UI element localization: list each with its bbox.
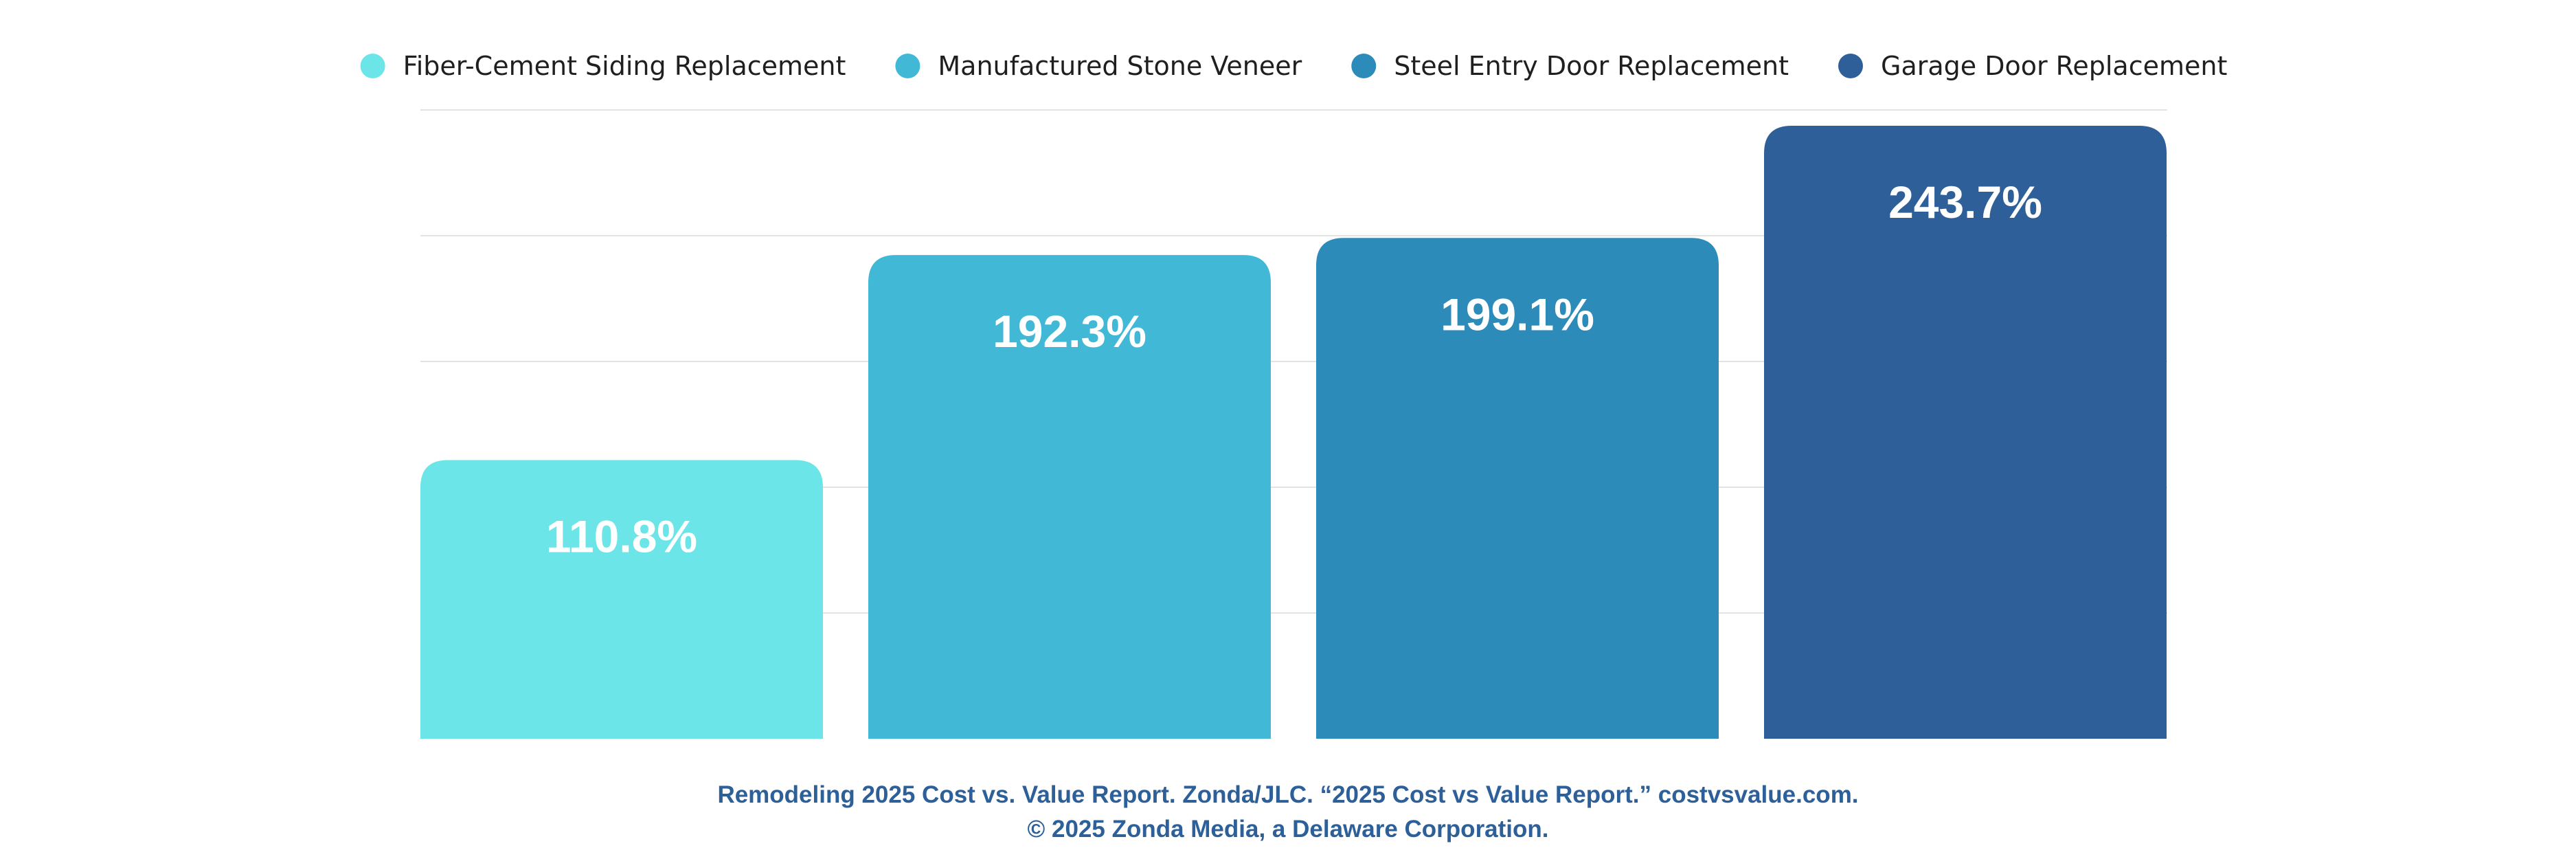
legend-swatch <box>1351 54 1377 78</box>
legend-item: Steel Entry Door Replacement <box>1351 51 1789 81</box>
legend-item: Garage Door Replacement <box>1838 51 2227 81</box>
legend-label: Fiber-Cement Siding Replacement <box>403 51 846 81</box>
value-labels: 110.8% 192.3% 199.1% 243.7% <box>546 177 2042 561</box>
bar-4 <box>1764 126 2167 739</box>
legend-swatch <box>895 54 920 78</box>
legend-swatch <box>360 54 385 78</box>
copyright-notice: © 2025 Zonda Media, a Delaware Corporati… <box>1027 816 1548 843</box>
bar-3 <box>1316 238 1719 739</box>
data-label: 199.1% <box>1440 289 1594 339</box>
legend: Fiber-Cement Siding Replacement Manufactu… <box>360 51 2227 81</box>
legend-item: Fiber-Cement Siding Replacement <box>360 51 846 81</box>
data-label: 110.8% <box>546 511 697 561</box>
legend-item: Manufactured Stone Veneer <box>895 51 1302 81</box>
bars <box>420 126 2167 739</box>
legend-label: Garage Door Replacement <box>1881 51 2227 81</box>
legend-label: Steel Entry Door Replacement <box>1394 51 1789 81</box>
bar-2 <box>868 255 1271 739</box>
legend-label: Manufactured Stone Veneer <box>938 51 1302 81</box>
bar-1 <box>420 460 823 739</box>
legend-swatch <box>1838 54 1863 78</box>
data-label: 243.7% <box>1888 177 2042 227</box>
source-citation: Remodeling 2025 Cost vs. Value Report. Z… <box>717 781 1858 808</box>
data-label: 192.3% <box>993 306 1146 357</box>
